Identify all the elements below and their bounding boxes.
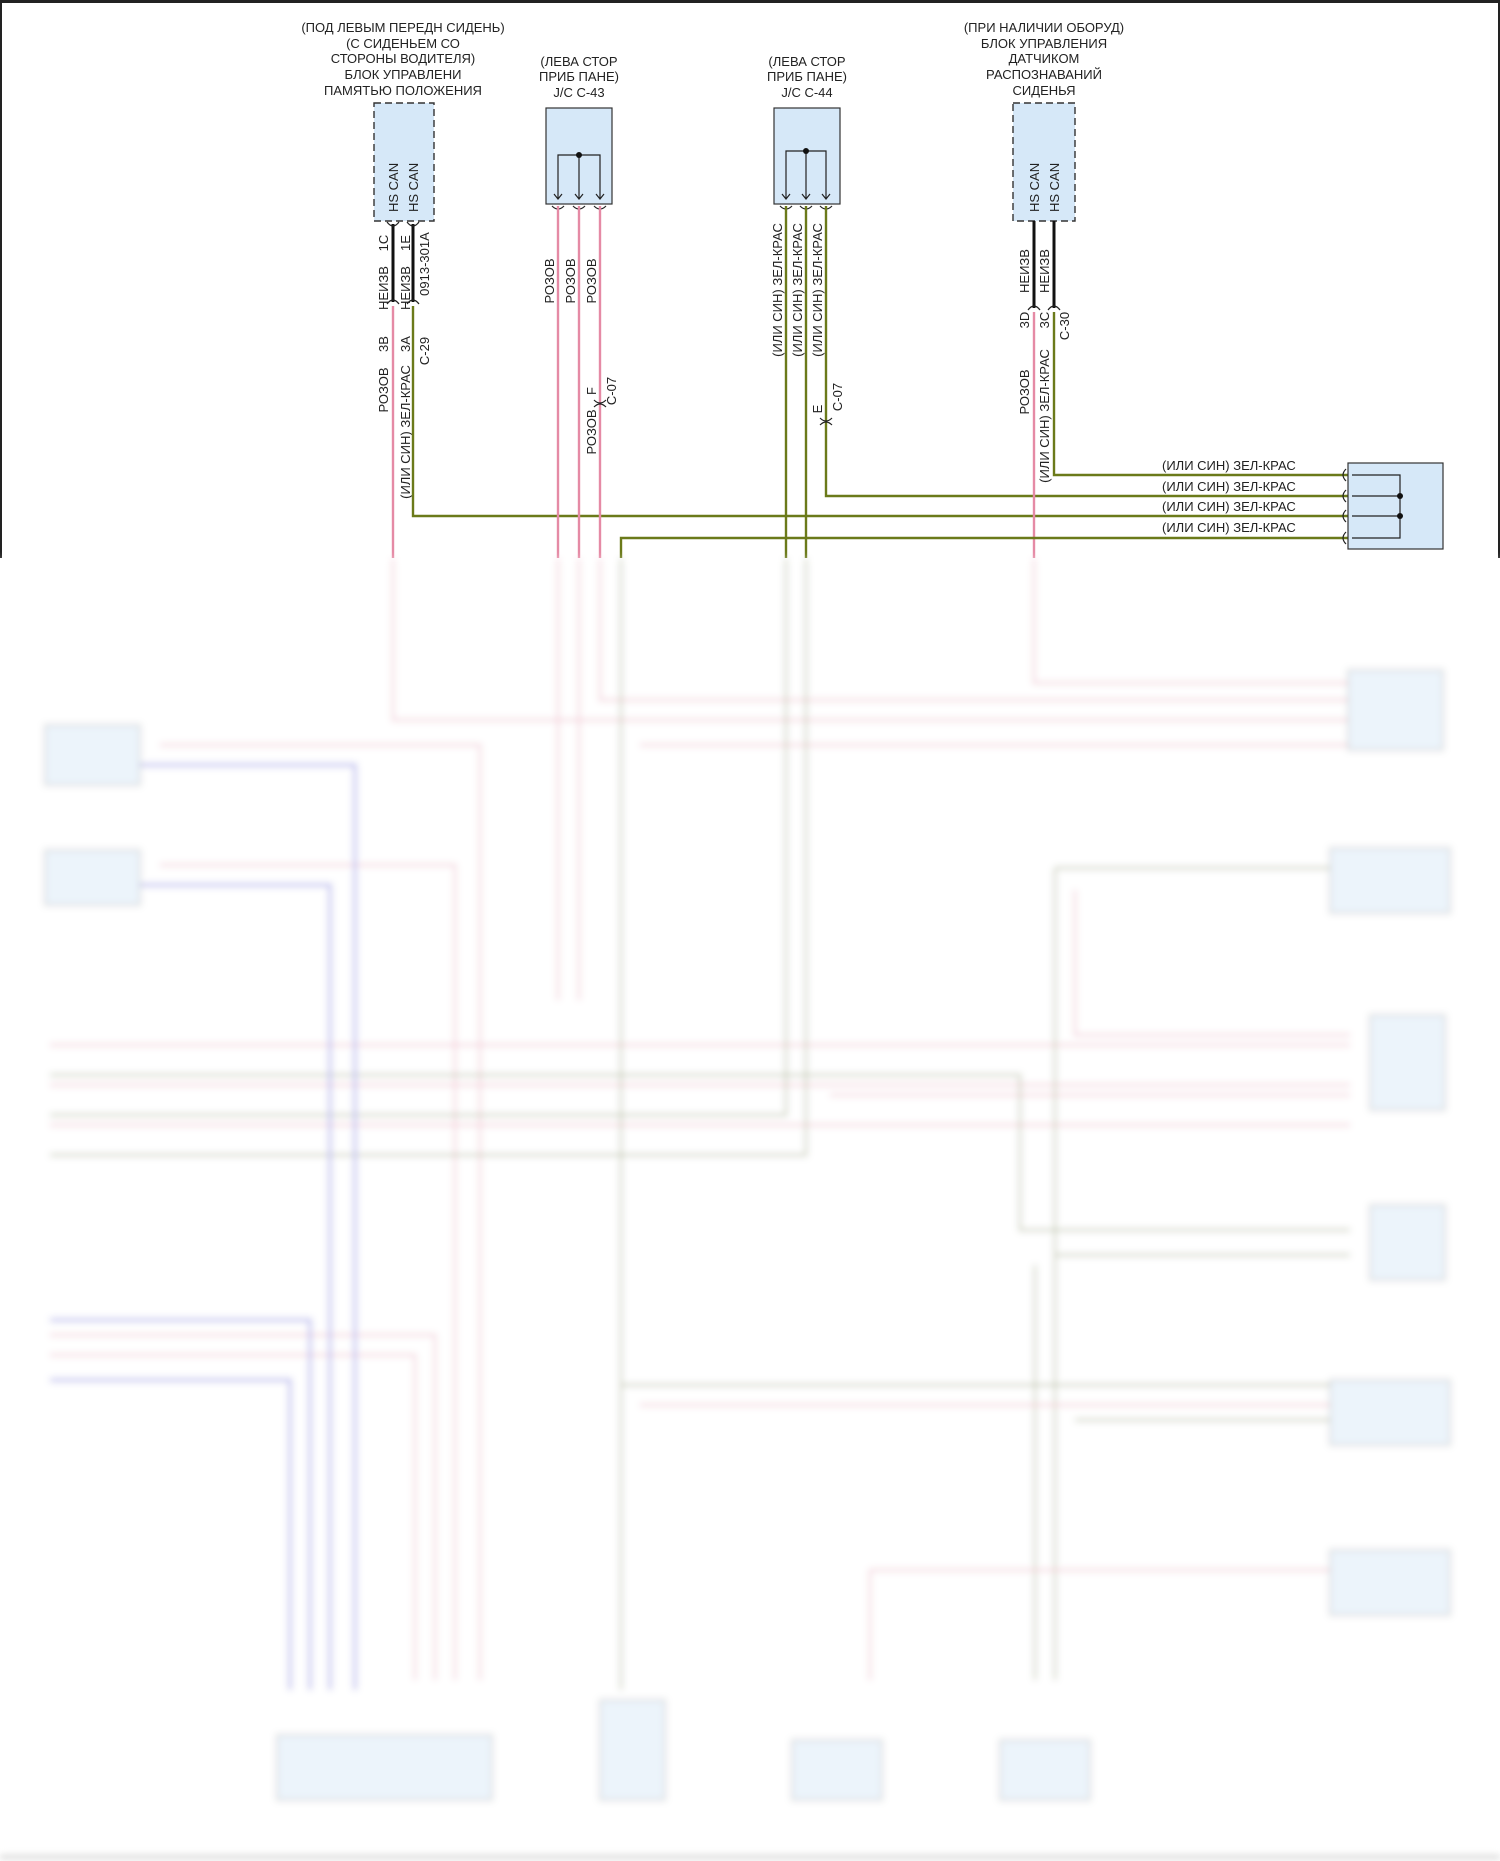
blurred-diagram-area xyxy=(0,558,1500,1861)
wire-color-label: (ИЛИ СИН) ЗЕЛ-КРАС xyxy=(790,223,805,357)
wire-color-label: НЕИЗВ xyxy=(398,266,413,310)
occupant-classification-module: (ПРИ НАЛИЧИИ ОБОРУД) БЛОК УПРАВЛЕНИЯ ДАТ… xyxy=(964,20,1350,558)
connector-id: C-07 xyxy=(830,383,845,411)
pin-id: 3D xyxy=(1017,312,1032,329)
pin-id: F xyxy=(584,387,599,395)
wire-color-label: РОЗОВ xyxy=(1017,370,1032,415)
wire-color-label: РОЗОВ xyxy=(584,259,599,304)
junction-connector-c44: (ЛЕВА СТОР ПРИБ ПАНЕ) J/C C-44 (ИЛИ СИН)… xyxy=(767,54,1350,558)
wire-color-label: НЕИЗВ xyxy=(1037,249,1052,293)
wire-color-label: РОЗОВ xyxy=(584,410,599,455)
pin-id: 1C xyxy=(376,235,391,252)
jc-title-line: J/C C-43 xyxy=(553,85,604,100)
wire-color-label: (ИЛИ СИН) ЗЕЛ-КРАС xyxy=(1162,499,1296,514)
pin-id: 3A xyxy=(398,336,413,352)
pin-label: HS CAN xyxy=(386,163,401,212)
wire-color-label: (ИЛИ СИН) ЗЕЛ-КРАС xyxy=(770,223,785,357)
pin-id: 3C xyxy=(1037,312,1052,329)
jc-title-line: (ЛЕВА СТОР xyxy=(540,54,617,69)
wire-color-label: РОЗОВ xyxy=(563,259,578,304)
connector-id: C-29 xyxy=(417,337,432,365)
wire-color-label: (ИЛИ СИН) ЗЕЛ-КРАС xyxy=(1037,349,1052,483)
jc-title-line: ПРИБ ПАНЕ) xyxy=(539,69,619,84)
module-title-line: БЛОК УПРАВЛЕНИ xyxy=(345,67,462,82)
connector-id: 0913-301A xyxy=(417,232,432,296)
wire-color-label: (ИЛИ СИН) ЗЕЛ-КРАС xyxy=(398,365,413,499)
module-title-line: ПАМЯТЬЮ ПОЛОЖЕНИЯ xyxy=(324,83,482,98)
top-border xyxy=(0,0,1500,3)
wire-color-label: (ИЛИ СИН) ЗЕЛ-КРАС xyxy=(1162,520,1296,535)
module-title-line: РАСПОЗНАВАНИЙ xyxy=(986,67,1102,82)
module-title-line: СИДЕНЬЯ xyxy=(1013,83,1076,98)
pin-id: 1E xyxy=(398,235,413,251)
memory-seat-module: (ПОД ЛЕВЫМ ПЕРЕДН СИДЕНЬ) (С СИДЕНЬЕМ СО… xyxy=(301,20,1350,558)
module-title-line: СТОРОНЫ ВОДИТЕЛЯ) xyxy=(331,51,476,66)
module-title-line: (ПОД ЛЕВЫМ ПЕРЕДН СИДЕНЬ) xyxy=(301,20,504,35)
junction-connector-c43: (ЛЕВА СТОР ПРИБ ПАНЕ) J/C C-43 РОЗОВ РОЗ… xyxy=(539,54,619,558)
connector-id: C-30 xyxy=(1057,312,1072,340)
pin-label: HS CAN xyxy=(406,163,421,212)
module-title-line: (С СИДЕНЬЕМ СО xyxy=(346,36,460,51)
pin-id: 3B xyxy=(376,336,391,352)
module-title-line: (ПРИ НАЛИЧИИ ОБОРУД) xyxy=(964,20,1124,35)
jc-title-line: (ЛЕВА СТОР xyxy=(768,54,845,69)
module-title-line: ДАТЧИКОМ xyxy=(1009,51,1080,66)
wire-color-label: (ИЛИ СИН) ЗЕЛ-КРАС xyxy=(810,223,825,357)
pin-id: E xyxy=(810,404,825,413)
wire-color-label: НЕИЗВ xyxy=(1017,249,1032,293)
pin-label: HS CAN xyxy=(1047,163,1062,212)
module-title-line: БЛОК УПРАВЛЕНИЯ xyxy=(981,36,1107,51)
connector-id: C-07 xyxy=(604,377,619,405)
pin-label: HS CAN xyxy=(1027,163,1042,212)
right-splice-block: (ИЛИ СИН) ЗЕЛ-КРАС (ИЛИ СИН) ЗЕЛ-КРАС (И… xyxy=(619,458,1444,558)
wire-color-label: РОЗОВ xyxy=(376,368,391,413)
wire-color-label: (ИЛИ СИН) ЗЕЛ-КРАС xyxy=(1162,479,1296,494)
jc-title-line: J/C C-44 xyxy=(781,85,832,100)
wire-color-label: НЕИЗВ xyxy=(376,266,391,310)
wire-color-label: РОЗОВ xyxy=(542,259,557,304)
jc-title-line: ПРИБ ПАНЕ) xyxy=(767,69,847,84)
module-box xyxy=(373,102,435,222)
wire-color-label: (ИЛИ СИН) ЗЕЛ-КРАС xyxy=(1162,458,1296,473)
